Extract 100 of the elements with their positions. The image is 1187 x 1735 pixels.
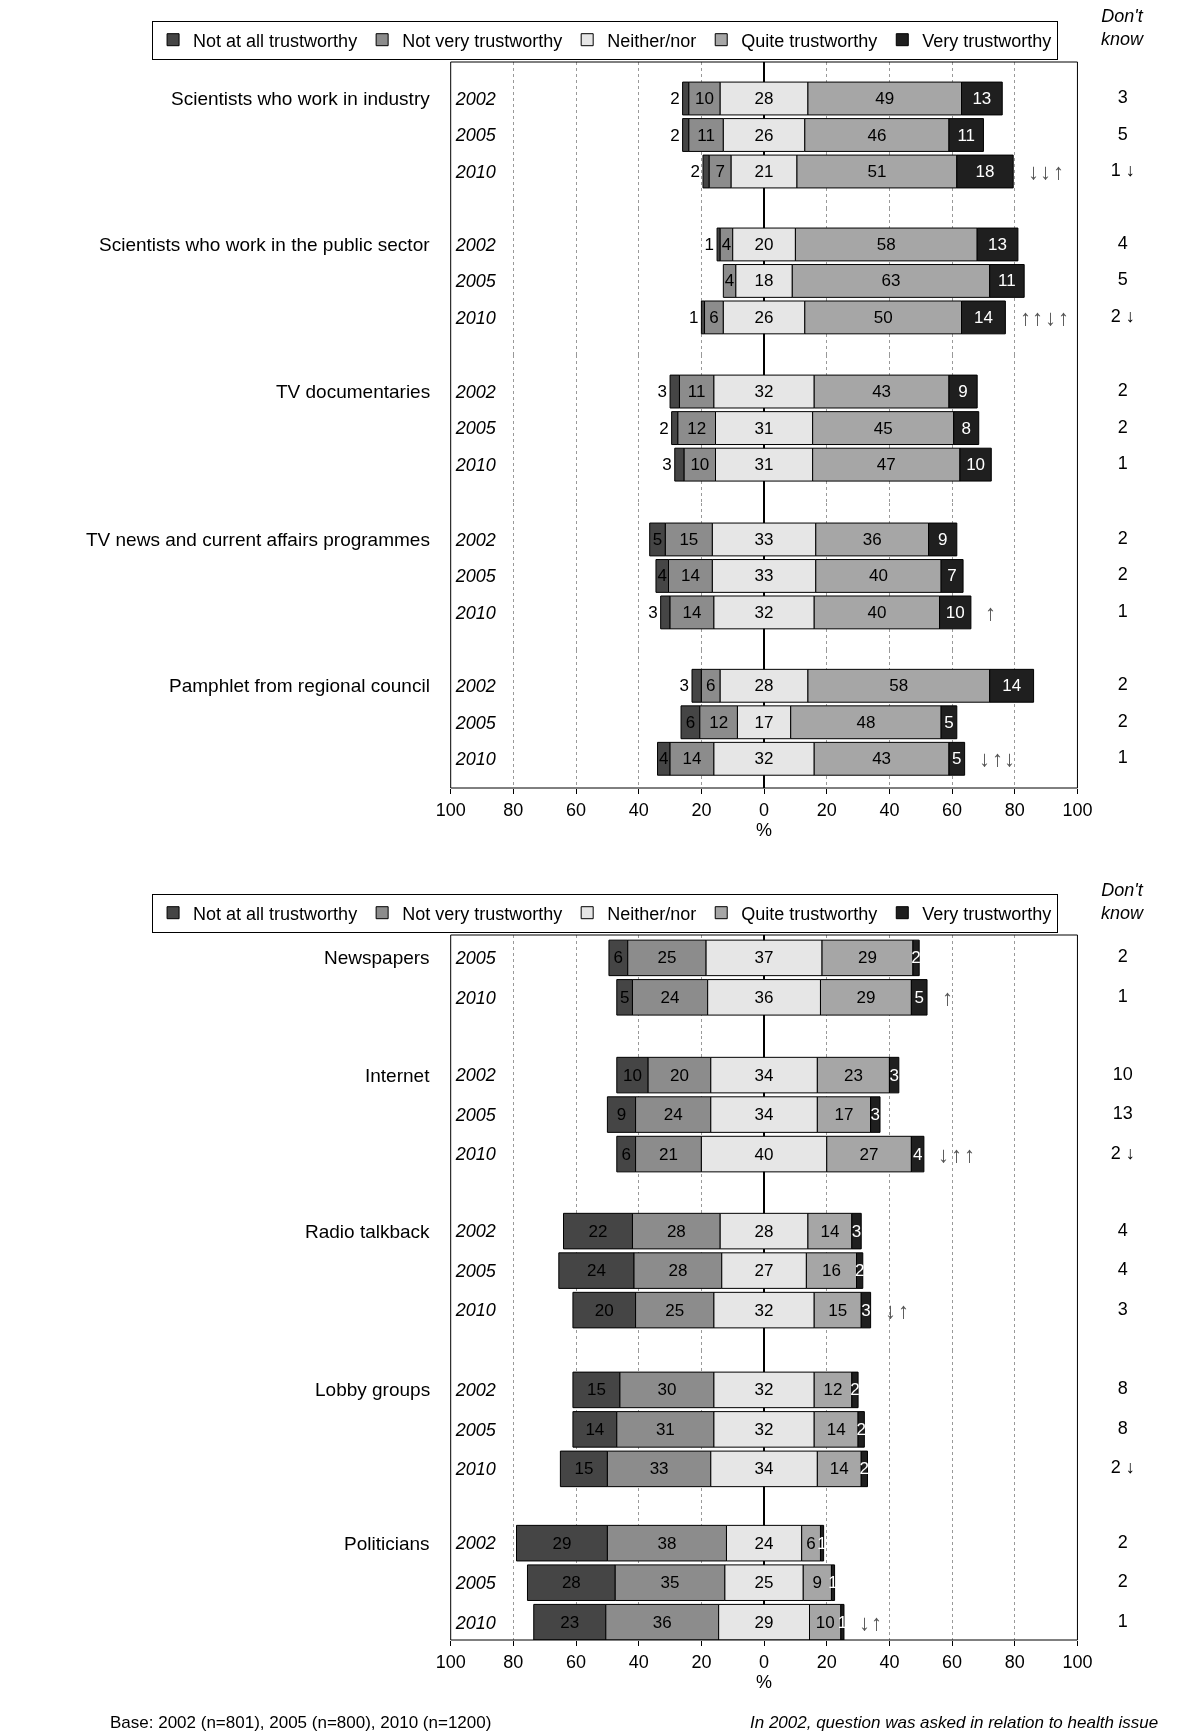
text: Don't know	[1101, 6, 1145, 50]
data-label: 3	[1117, 1298, 1128, 1319]
data-label: 4	[657, 566, 667, 586]
data-label: 14	[585, 1419, 605, 1439]
data-label: 14	[682, 602, 702, 622]
data-label: 16	[821, 1261, 841, 1281]
x-axis-title: %	[756, 819, 773, 840]
x-tick-label: 100	[1062, 799, 1093, 820]
x-tick-label: 80	[1004, 1651, 1025, 1672]
text: Newspapers	[324, 947, 430, 968]
x-tick-label: 100	[435, 1651, 466, 1672]
data-label: 1	[704, 234, 715, 254]
y-tick-label: 2005	[454, 271, 497, 292]
data-label: 4	[721, 234, 732, 254]
data-label: 3	[851, 1221, 862, 1241]
data-label: 6	[806, 1533, 816, 1553]
y-tick-label: 2005	[454, 712, 497, 733]
y-tick-label: 2005	[454, 125, 497, 146]
y-tick-label: 2005	[454, 1260, 497, 1281]
data-label: 26	[754, 125, 774, 145]
text: TV documentaries	[276, 381, 431, 402]
data-label: 2	[659, 418, 669, 438]
data-label: 63	[881, 271, 901, 291]
data-label: 31	[754, 418, 774, 438]
data-label: 14	[1002, 676, 1022, 696]
data-label: 33	[649, 1459, 669, 1479]
data-label: 2	[690, 162, 700, 182]
data-label: 13	[988, 234, 1007, 254]
data-label: 3	[870, 1105, 881, 1125]
data-label: 24	[660, 987, 680, 1007]
data-label: 32	[754, 1419, 774, 1439]
y-tick-label: 2010	[454, 602, 496, 623]
data-label: 12	[823, 1380, 843, 1400]
data-label: 36	[754, 987, 774, 1007]
data-label: 4	[1117, 1219, 1128, 1240]
y-tick-label: 2005	[454, 1104, 497, 1125]
data-label: 1	[1117, 1610, 1128, 1631]
x-tick-label: 40	[879, 1651, 900, 1672]
data-label: 2 ↓	[1110, 1142, 1135, 1163]
data-label: 2	[670, 125, 680, 145]
data-label: 45	[873, 418, 893, 438]
data-label: 5	[652, 529, 663, 549]
data-label: 23	[560, 1612, 580, 1632]
data-label: 24	[586, 1261, 606, 1281]
data-label: 29	[552, 1533, 572, 1553]
data-label: 20	[670, 1065, 689, 1085]
data-label: 37	[754, 948, 774, 968]
data-label: 34	[754, 1105, 774, 1125]
data-label: 3	[648, 602, 658, 622]
data-label: 28	[668, 1261, 688, 1281]
data-label: 4	[912, 1144, 923, 1164]
y-tick-label: 2010	[454, 161, 496, 182]
data-label: 33	[754, 566, 774, 586]
data-label: 2	[1117, 946, 1128, 967]
y-tick-label: 2010	[454, 307, 496, 328]
data-label: 21	[754, 162, 774, 182]
data-label: 11	[697, 125, 715, 145]
annotation: ↓	[1004, 746, 1015, 771]
data-label: 25	[665, 1300, 685, 1320]
data-label: 14	[820, 1221, 840, 1241]
y-tick-label: 2005	[454, 1572, 497, 1593]
x-tick-label: 60	[566, 799, 587, 820]
data-label: 40	[754, 1144, 774, 1164]
data-label: 14	[829, 1459, 849, 1479]
data-label: 15	[574, 1459, 594, 1479]
data-label: 11	[687, 382, 706, 402]
x-tick-label: 20	[816, 1651, 837, 1672]
data-label: 34	[754, 1459, 774, 1479]
legend-label: Not very trustworthy	[402, 903, 563, 924]
data-label: 28	[754, 89, 774, 109]
x-tick-label: 40	[628, 1651, 649, 1672]
data-label: 12	[709, 712, 729, 732]
legend-label: Quite trustworthy	[741, 30, 878, 51]
y-tick-label: 2005	[454, 1419, 497, 1440]
data-label: 25	[754, 1573, 774, 1593]
data-label: 18	[754, 271, 774, 291]
data-label: 8	[1117, 1378, 1128, 1399]
x-tick-label: 40	[628, 799, 649, 820]
x-tick-label: 60	[942, 799, 963, 820]
data-label: 10	[945, 602, 965, 622]
data-label: 29	[858, 948, 877, 968]
legend-label: Not at all trustworthy	[193, 903, 358, 924]
data-label: 28	[754, 676, 774, 696]
data-label: 2	[1117, 1531, 1128, 1552]
data-label: 5	[619, 987, 630, 1007]
data-label: 10	[966, 455, 986, 475]
data-label: 31	[655, 1419, 675, 1439]
data-label: 14	[680, 566, 700, 586]
y-tick-label: 2010	[454, 454, 496, 475]
data-label: 2	[1117, 380, 1128, 401]
x-tick-label: 20	[816, 799, 837, 820]
data-label: 8	[1117, 1417, 1128, 1438]
x-tick-label: 60	[942, 1651, 963, 1672]
data-label: 1	[1117, 453, 1128, 474]
data-label: 32	[754, 1300, 774, 1320]
data-label: 36	[862, 529, 882, 549]
x-tick-label: 80	[1004, 799, 1025, 820]
y-tick-label: 2010	[454, 1459, 496, 1480]
x-tick-label: 100	[1062, 1651, 1093, 1672]
data-label: 7	[715, 162, 725, 182]
